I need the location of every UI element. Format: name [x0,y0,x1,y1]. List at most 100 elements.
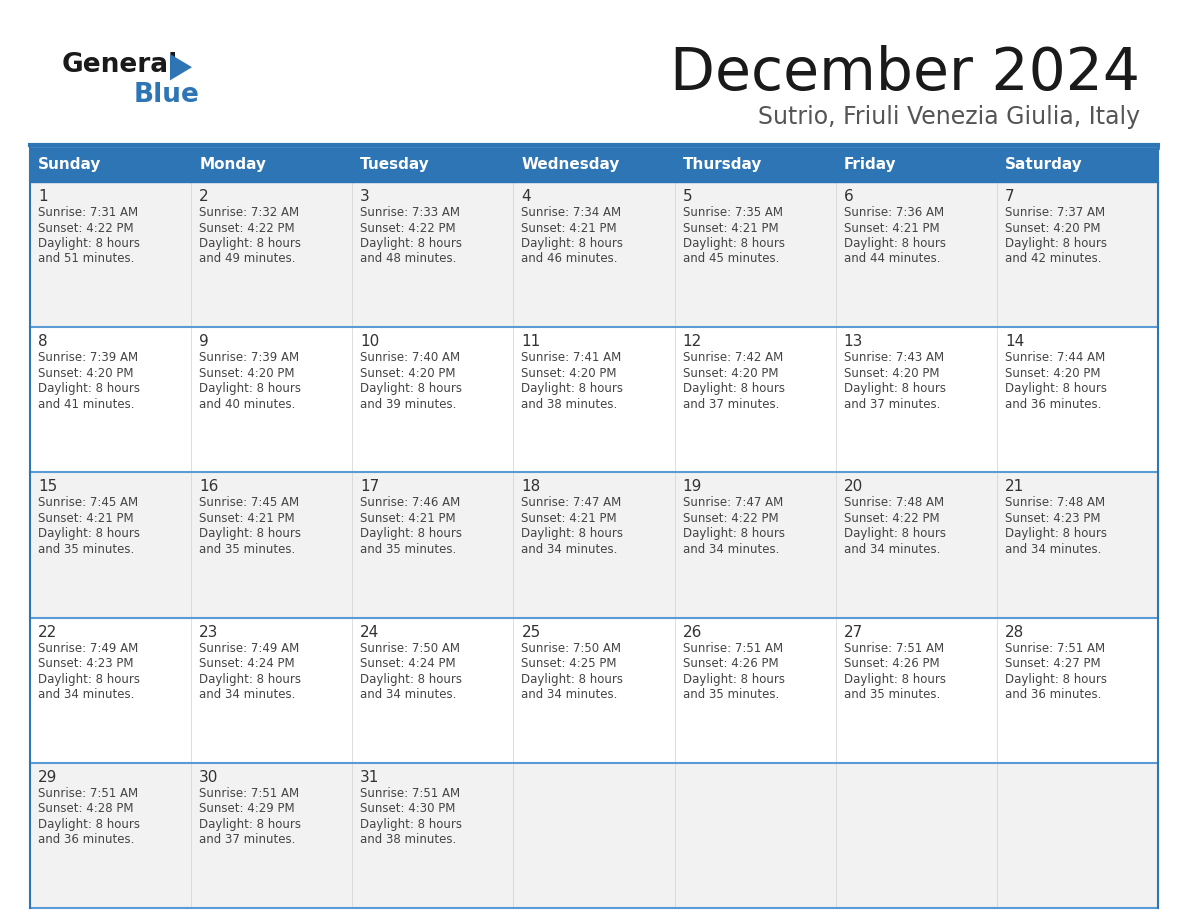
Text: Sunset: 4:20 PM: Sunset: 4:20 PM [1005,221,1100,234]
Text: Sunset: 4:21 PM: Sunset: 4:21 PM [843,221,940,234]
Bar [997,327,1158,473]
Text: Daylight: 8 hours: Daylight: 8 hours [683,528,784,541]
Text: Sunrise: 7:42 AM: Sunrise: 7:42 AM [683,352,783,364]
Text: 29: 29 [38,770,57,785]
Bar [191,618,353,763]
Text: and 35 minutes.: and 35 minutes. [683,688,779,701]
Text: 15: 15 [38,479,57,495]
Text: Sunrise: 7:51 AM: Sunrise: 7:51 AM [200,787,299,800]
Text: and 37 minutes.: and 37 minutes. [683,397,779,410]
Text: and 34 minutes.: and 34 minutes. [522,543,618,556]
Text: 6: 6 [843,189,853,204]
Text: and 35 minutes.: and 35 minutes. [38,543,134,556]
Text: Sunrise: 7:35 AM: Sunrise: 7:35 AM [683,206,783,219]
Text: Sunrise: 7:50 AM: Sunrise: 7:50 AM [360,642,460,655]
Text: Daylight: 8 hours: Daylight: 8 hours [38,382,140,396]
Text: Daylight: 8 hours: Daylight: 8 hours [360,237,462,250]
Text: Sunset: 4:21 PM: Sunset: 4:21 PM [360,512,456,525]
Text: Daylight: 8 hours: Daylight: 8 hours [522,237,624,250]
Text: and 51 minutes.: and 51 minutes. [38,252,134,265]
Bar [513,763,675,908]
Text: Sunset: 4:28 PM: Sunset: 4:28 PM [38,802,133,815]
Text: Daylight: 8 hours: Daylight: 8 hours [1005,528,1107,541]
Bar [30,182,191,327]
Text: Daylight: 8 hours: Daylight: 8 hours [683,673,784,686]
Bar [353,182,513,327]
Text: and 36 minutes.: and 36 minutes. [1005,397,1101,410]
Text: Daylight: 8 hours: Daylight: 8 hours [1005,237,1107,250]
Bar [191,148,353,182]
Text: and 36 minutes.: and 36 minutes. [38,834,134,846]
Text: Sunrise: 7:51 AM: Sunrise: 7:51 AM [843,642,943,655]
Text: and 34 minutes.: and 34 minutes. [522,688,618,701]
Bar [30,148,191,182]
Text: Daylight: 8 hours: Daylight: 8 hours [522,382,624,396]
Text: Sunrise: 7:40 AM: Sunrise: 7:40 AM [360,352,461,364]
Text: Blue: Blue [134,82,200,108]
Bar [997,473,1158,618]
Text: Sunset: 4:27 PM: Sunset: 4:27 PM [1005,657,1100,670]
Text: 24: 24 [360,624,379,640]
Bar [997,763,1158,908]
Text: Sunset: 4:21 PM: Sunset: 4:21 PM [38,512,133,525]
Text: Daylight: 8 hours: Daylight: 8 hours [200,818,301,831]
Text: Sunrise: 7:33 AM: Sunrise: 7:33 AM [360,206,460,219]
Bar [675,148,835,182]
Text: Sunrise: 7:32 AM: Sunrise: 7:32 AM [200,206,299,219]
Text: Daylight: 8 hours: Daylight: 8 hours [200,382,301,396]
Text: 3: 3 [360,189,369,204]
Text: Daylight: 8 hours: Daylight: 8 hours [200,528,301,541]
Text: and 34 minutes.: and 34 minutes. [38,688,134,701]
Text: and 37 minutes.: and 37 minutes. [843,397,940,410]
Bar [353,148,513,182]
Text: Wednesday: Wednesday [522,158,620,173]
Bar [30,327,191,473]
Bar [675,327,835,473]
Bar [675,618,835,763]
Bar [675,182,835,327]
Text: Monday: Monday [200,158,266,173]
Text: Sunset: 4:29 PM: Sunset: 4:29 PM [200,802,295,815]
Text: 21: 21 [1005,479,1024,495]
Text: Sunrise: 7:46 AM: Sunrise: 7:46 AM [360,497,461,509]
Text: Sunrise: 7:47 AM: Sunrise: 7:47 AM [522,497,621,509]
Text: Daylight: 8 hours: Daylight: 8 hours [843,382,946,396]
Text: Daylight: 8 hours: Daylight: 8 hours [200,237,301,250]
Text: Sunrise: 7:48 AM: Sunrise: 7:48 AM [843,497,943,509]
Text: Sunrise: 7:47 AM: Sunrise: 7:47 AM [683,497,783,509]
Text: Sunrise: 7:45 AM: Sunrise: 7:45 AM [200,497,299,509]
Text: Tuesday: Tuesday [360,158,430,173]
Text: Daylight: 8 hours: Daylight: 8 hours [1005,382,1107,396]
Text: 28: 28 [1005,624,1024,640]
Text: Sunset: 4:20 PM: Sunset: 4:20 PM [200,366,295,380]
Text: Sunrise: 7:49 AM: Sunrise: 7:49 AM [38,642,138,655]
Polygon shape [170,54,192,81]
Text: and 37 minutes.: and 37 minutes. [200,834,296,846]
Bar [835,182,997,327]
Text: Sunrise: 7:51 AM: Sunrise: 7:51 AM [360,787,461,800]
Text: Sunrise: 7:51 AM: Sunrise: 7:51 AM [683,642,783,655]
Text: Sunrise: 7:48 AM: Sunrise: 7:48 AM [1005,497,1105,509]
Bar [353,763,513,908]
Text: Sunset: 4:23 PM: Sunset: 4:23 PM [1005,512,1100,525]
Text: Sunrise: 7:37 AM: Sunrise: 7:37 AM [1005,206,1105,219]
Bar [30,473,191,618]
Bar [30,618,191,763]
Text: Sunset: 4:22 PM: Sunset: 4:22 PM [200,221,295,234]
Text: 12: 12 [683,334,702,349]
Text: Sunset: 4:24 PM: Sunset: 4:24 PM [200,657,295,670]
Text: Sunset: 4:23 PM: Sunset: 4:23 PM [38,657,133,670]
Text: Saturday: Saturday [1005,158,1082,173]
Text: Sunrise: 7:39 AM: Sunrise: 7:39 AM [200,352,299,364]
Text: 27: 27 [843,624,862,640]
Text: Sunset: 4:22 PM: Sunset: 4:22 PM [683,512,778,525]
Text: Sunrise: 7:43 AM: Sunrise: 7:43 AM [843,352,943,364]
Text: 26: 26 [683,624,702,640]
Text: 11: 11 [522,334,541,349]
Text: Sunset: 4:26 PM: Sunset: 4:26 PM [683,657,778,670]
Text: Sunset: 4:20 PM: Sunset: 4:20 PM [360,366,456,380]
Bar [997,182,1158,327]
Text: and 49 minutes.: and 49 minutes. [200,252,296,265]
Bar [997,148,1158,182]
Bar [675,763,835,908]
